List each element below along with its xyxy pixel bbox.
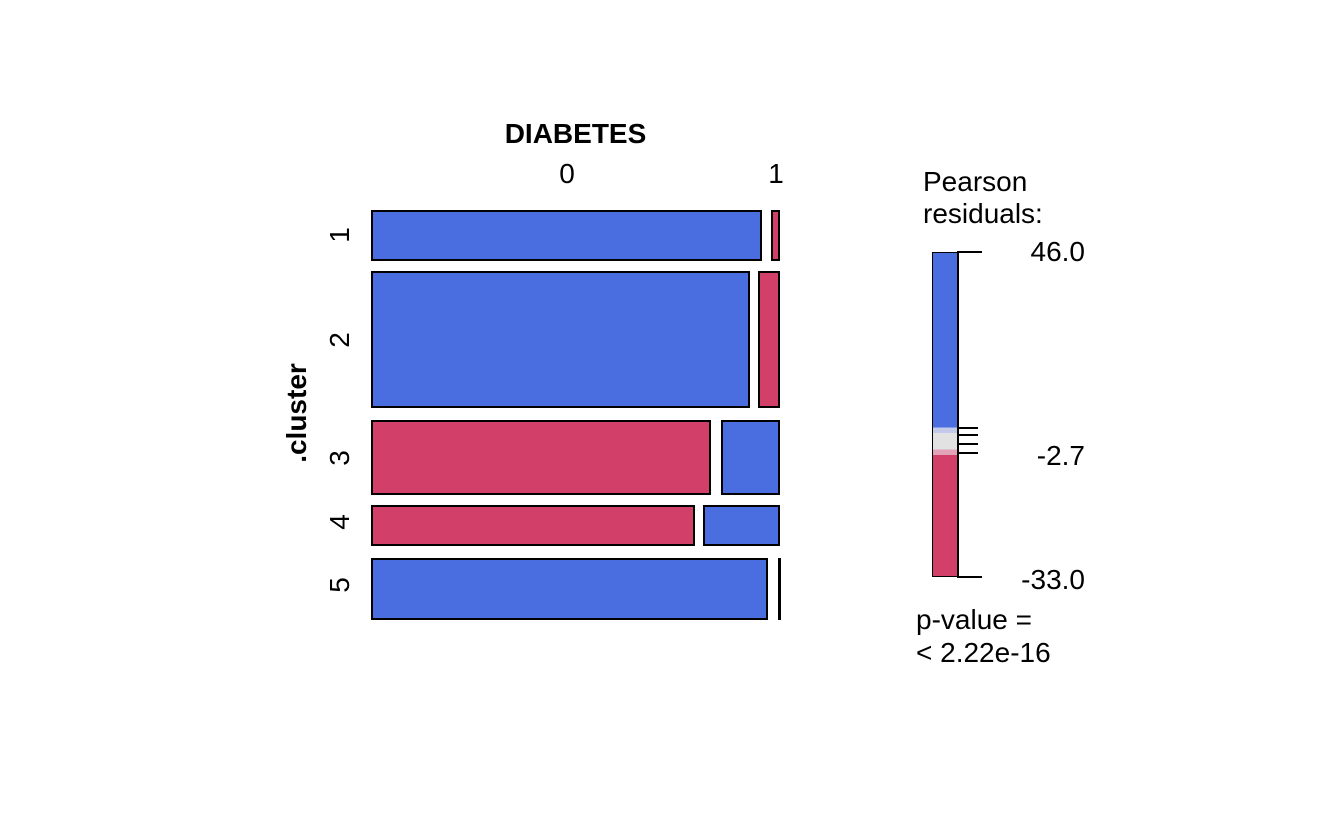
mosaic-tile-row5-col0 <box>371 558 768 620</box>
legend-minor-tick <box>958 443 978 445</box>
y-axis-category-1: 1 <box>324 227 355 243</box>
legend-title-line2: residuals: <box>923 198 1043 229</box>
legend-minor-tick <box>958 434 978 436</box>
legend-title-line1: Pearson <box>923 166 1028 197</box>
legend-label--2.7: -2.7 <box>1036 440 1085 471</box>
legend-label--33.0: -33.0 <box>1021 564 1085 595</box>
p-value-text: p-value = < 2.22e-16 <box>916 603 1051 669</box>
mosaic-tile-row3-col0 <box>371 420 711 495</box>
mosaic-tile-row3-col1 <box>721 420 780 495</box>
y-axis-category-4: 4 <box>324 514 355 530</box>
legend-gradient-bar <box>932 252 958 577</box>
legend-minor-tick <box>958 452 978 454</box>
p-value-line1: p-value = <box>916 604 1032 635</box>
x-axis-category-0: 0 <box>559 158 575 189</box>
plot-title: DIABETES <box>504 118 647 149</box>
mosaic-tile-row4-col1 <box>703 505 780 546</box>
legend-minor-tick <box>958 427 978 429</box>
mosaic-tile-row2-col0 <box>371 271 750 408</box>
y-axis-title: .cluster <box>281 363 312 463</box>
x-axis-category-1: 1 <box>768 158 784 189</box>
p-value-line2: < 2.22e-16 <box>916 637 1051 668</box>
y-axis-category-5: 5 <box>324 577 355 593</box>
legend-label-46.0: 46.0 <box>1030 236 1086 267</box>
y-axis-category-2: 2 <box>324 332 355 348</box>
mosaic-tile-row5-col1 <box>778 558 781 620</box>
mosaic-tile-row2-col1 <box>758 271 780 408</box>
y-axis-category-3: 3 <box>324 450 355 466</box>
legend-title: Pearson residuals: <box>923 166 1043 230</box>
mosaic-tile-row1-col0 <box>371 210 762 261</box>
mosaic-tile-row4-col0 <box>371 505 695 546</box>
legend-major-tick <box>957 251 982 253</box>
mosaic-tile-row1-col1 <box>771 210 780 261</box>
legend-major-tick <box>957 576 982 578</box>
legend-axis-line <box>957 251 959 578</box>
